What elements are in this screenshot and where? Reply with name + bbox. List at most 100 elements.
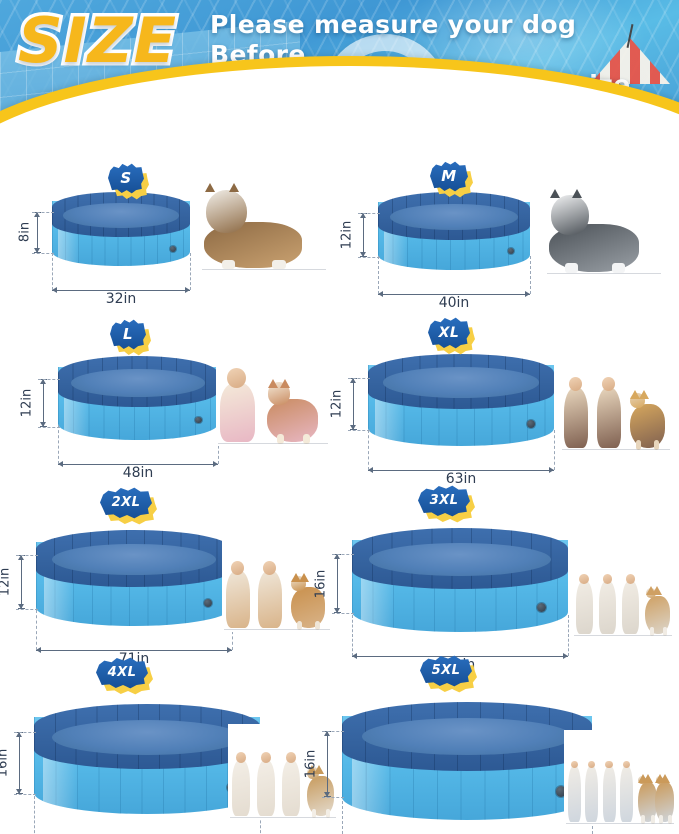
diameter-arrow-left	[368, 467, 373, 473]
size-badge-2xl[interactable]: 2XL	[100, 486, 157, 525]
photo-floor-line	[218, 442, 328, 444]
dog-leg	[302, 434, 310, 444]
photo-floor-line	[224, 629, 330, 631]
diameter-extension-line	[34, 795, 35, 834]
height-extension-line	[32, 253, 54, 255]
dog-ear	[571, 188, 582, 198]
person-head	[285, 752, 296, 764]
height-extension-line	[348, 429, 370, 431]
person-head	[601, 376, 616, 392]
dog-leg	[654, 439, 660, 450]
height-extension-line	[322, 796, 344, 798]
height-dimension-3xl: 16in	[313, 554, 344, 613]
height-extension-line	[16, 554, 38, 556]
size-badge-5xl[interactable]: 5XL	[420, 654, 477, 693]
person-figure	[256, 760, 276, 817]
height-extension-line	[32, 211, 54, 213]
pool-illustration	[352, 528, 568, 632]
size-badge-l[interactable]: L	[110, 318, 151, 356]
size-cell-xl[interactable]: XL 12in 63in	[0, 310, 679, 487]
size-cell-l[interactable]: L 12in 48in	[0, 310, 679, 482]
diameter-extension-line	[568, 614, 569, 656]
pool-drain-plug	[507, 248, 515, 255]
height-arrow-top	[16, 731, 22, 737]
two-kids-with-retriever-photo	[560, 348, 674, 452]
diameter-extension-line	[190, 253, 191, 290]
diameter-value: 48in	[122, 465, 154, 481]
dog-leg	[325, 808, 330, 818]
height-dimension-xl: 12in	[329, 378, 360, 430]
dog-ear	[204, 183, 215, 193]
person-figure	[599, 580, 617, 635]
pool-illustration	[34, 704, 260, 814]
height-value: 16in	[303, 749, 319, 779]
height-dimension-line	[37, 211, 38, 254]
size-badge-3xl[interactable]: 3XL	[418, 484, 475, 523]
height-dimension-line	[353, 378, 354, 430]
height-arrow-bottom	[18, 603, 24, 609]
dog-leg	[668, 814, 673, 824]
height-extension-line	[358, 213, 380, 214]
diameter-dimension-xl: 63in	[368, 464, 554, 487]
diameter-value: 40in	[438, 295, 470, 311]
size-badge-label: S	[120, 169, 132, 187]
badge-face	[110, 319, 146, 350]
size-badge-m[interactable]: M	[430, 160, 473, 198]
person-head	[605, 760, 613, 769]
size-badge-4xl[interactable]: 4XL	[96, 656, 153, 695]
dog-leg	[650, 814, 655, 824]
height-dimension-line	[19, 731, 20, 794]
diameter-arrow-right	[549, 467, 554, 473]
diameter-dimension-m: 40in	[378, 288, 530, 311]
diameter-extension-line	[378, 256, 379, 294]
height-dimension-line	[363, 213, 364, 258]
person-head	[602, 573, 613, 584]
size-badge-xl[interactable]: XL	[428, 316, 475, 355]
diameter-arrow-right	[227, 647, 232, 653]
pool-drain-plug	[194, 416, 202, 424]
pool-drain-plug	[203, 598, 212, 608]
dog-leg	[658, 814, 663, 824]
person-head	[625, 573, 636, 584]
height-arrow-bottom	[34, 248, 40, 254]
dog-ear	[267, 378, 278, 388]
photo-floor-line	[566, 823, 674, 825]
diameter-value: 63in	[445, 471, 477, 487]
height-arrow-bottom	[324, 791, 330, 797]
diameter-arrow-left	[36, 647, 41, 653]
diameter-dimension-s: 32in	[52, 284, 190, 307]
size-grid: S 8in 32in M 12in 40in L 12in 48in XL 12in 63in 2XL 1…	[0, 152, 679, 834]
diameter-arrow-right	[563, 653, 568, 659]
height-arrow-top	[360, 213, 366, 218]
size-cell-m[interactable]: M 12in 40in	[0, 152, 679, 311]
pool-drain-plug	[536, 602, 546, 612]
photo-floor-line	[547, 272, 661, 274]
diameter-extension-line	[36, 609, 37, 650]
diameter-dimension-line	[58, 464, 218, 465]
size-cell-4xl[interactable]: 4XL16in87in	[0, 654, 679, 834]
size-cell-5xl[interactable]: 5XL16in97in	[0, 654, 679, 834]
dog-ear	[630, 390, 640, 400]
height-arrow-top	[334, 554, 340, 560]
height-extension-line	[38, 378, 60, 380]
dog-head	[268, 382, 290, 405]
size-cell-s[interactable]: S 8in 32in	[0, 152, 679, 310]
person-head	[260, 752, 271, 764]
diameter-extension-line	[342, 800, 343, 834]
size-cell-2xl[interactable]: 2XL 12in 71in	[0, 482, 679, 667]
height-extension-line	[14, 793, 36, 795]
size-cell-3xl[interactable]: 3XL16in79in	[0, 482, 679, 673]
pool-floor	[390, 203, 518, 231]
person-head	[263, 560, 277, 575]
pool-illustration	[36, 530, 232, 626]
dog-leg	[649, 627, 654, 636]
pool-drain-plug	[527, 419, 535, 428]
dog-leg	[641, 814, 646, 824]
person-figure	[232, 760, 251, 817]
girl-with-dog-photo	[216, 344, 332, 446]
badge-face	[428, 317, 470, 349]
person-head	[588, 760, 596, 769]
size-badge-s[interactable]: S	[108, 162, 149, 200]
height-extension-line	[16, 608, 38, 610]
badge-face	[100, 487, 152, 519]
